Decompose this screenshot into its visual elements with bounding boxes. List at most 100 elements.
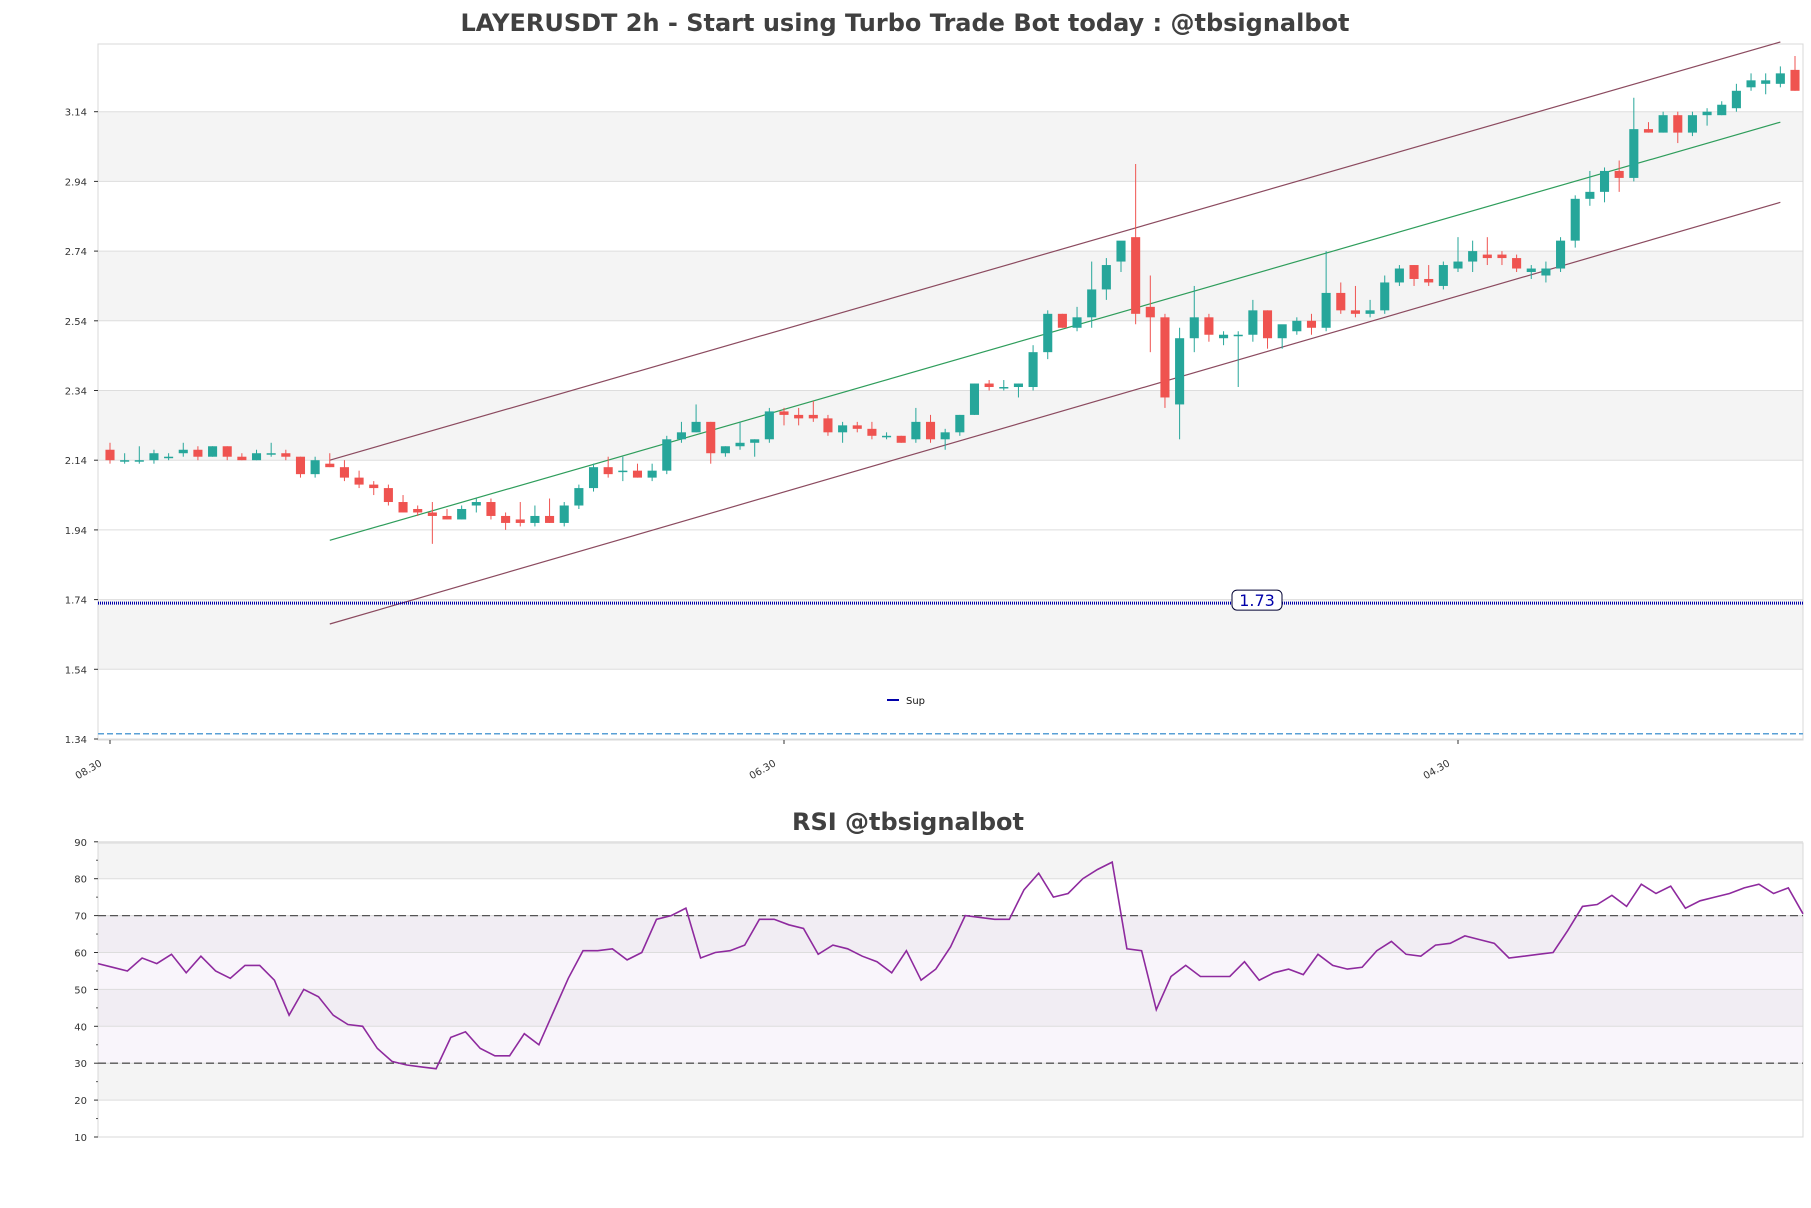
rsi-band-1 [98, 989, 1803, 1027]
candle-body [1131, 237, 1141, 314]
candle [471, 498, 481, 513]
candle-body [1057, 313, 1067, 328]
candle [178, 442, 188, 457]
candle [764, 407, 774, 443]
candle-body [559, 505, 569, 523]
candle [882, 432, 892, 440]
candle [1189, 285, 1199, 353]
candle-body [266, 453, 276, 455]
candle-body [486, 502, 496, 516]
candle [735, 421, 745, 450]
candle [1365, 299, 1375, 318]
candle [281, 449, 291, 461]
candle [486, 498, 496, 520]
candle-body [1277, 324, 1287, 339]
candle-body [1556, 240, 1566, 269]
price-ytick-label: 2.54 [65, 317, 87, 328]
candle-body [794, 414, 804, 419]
candle-body [1526, 268, 1536, 273]
candle-body [867, 428, 877, 436]
rsi-ytick-label: 10 [74, 1133, 87, 1144]
candle-body [427, 512, 437, 516]
support-line [98, 601, 1803, 735]
candle-body [1248, 310, 1258, 335]
candle-body [178, 449, 188, 454]
candle [823, 414, 833, 436]
candle [911, 407, 921, 443]
candle-body [691, 421, 701, 433]
candle-body [1438, 265, 1448, 286]
candle [545, 498, 555, 523]
candle [1262, 310, 1273, 349]
candle [1658, 111, 1668, 133]
candle [794, 407, 804, 426]
candle-body [1292, 320, 1302, 332]
candle [1013, 383, 1023, 398]
candle-body [1497, 254, 1507, 259]
candle [1116, 240, 1126, 273]
rsi-plot-frame [97, 842, 1804, 1138]
candle [1629, 97, 1639, 182]
candle-body [1028, 352, 1038, 388]
candle [1131, 163, 1141, 325]
candle-body [735, 442, 745, 447]
candle [1585, 170, 1595, 206]
candle-body [515, 519, 525, 523]
candle-body [574, 488, 584, 506]
candle-body [105, 449, 115, 461]
candle [501, 512, 511, 530]
price-xtick-label: 04.30 [1422, 758, 1452, 782]
candle-body [1424, 278, 1434, 283]
candle-body [896, 435, 906, 443]
candle [867, 421, 877, 440]
candle-body [1350, 310, 1360, 314]
price-chart-title: LAYERUSDT 2h - Start using Turbo Trade B… [461, 9, 1350, 37]
candle-body [1380, 282, 1390, 311]
candle [999, 380, 1009, 391]
candle-body [999, 387, 1009, 389]
candle-body [1306, 320, 1317, 328]
candle [1497, 251, 1507, 266]
candle [1673, 111, 1683, 144]
candle-body [237, 456, 247, 461]
candle-body [1643, 129, 1654, 133]
candle-body [1790, 69, 1800, 91]
candle-body [442, 515, 452, 520]
candle [1292, 317, 1302, 335]
candle [1306, 313, 1317, 335]
candle [1570, 195, 1580, 248]
candle [1599, 167, 1610, 203]
rsi-ytick-label: 50 [74, 985, 87, 996]
candle-body [764, 411, 774, 440]
candle [237, 453, 247, 461]
candle [588, 463, 599, 492]
candle [984, 380, 994, 391]
price-band-1 [98, 390, 1803, 461]
candle-body [720, 446, 730, 454]
candle [896, 435, 906, 443]
candle-body [838, 425, 848, 433]
candle [574, 484, 584, 509]
candle [149, 449, 159, 464]
price-grid-bands [97, 43, 1804, 741]
candle [1453, 237, 1463, 273]
candle-body [1409, 265, 1419, 279]
candle-body [1599, 170, 1610, 192]
candle [1790, 55, 1800, 91]
candle-body [1189, 317, 1199, 339]
candle [969, 383, 980, 415]
candle [1556, 237, 1566, 273]
candle-body [530, 515, 540, 523]
candle-body [251, 453, 262, 461]
candle [1409, 265, 1419, 286]
candle [413, 505, 423, 516]
price-xtick-label: 06.30 [748, 758, 778, 782]
candle [134, 446, 144, 464]
candle-body [1585, 191, 1595, 199]
candle-body [779, 411, 789, 415]
candle-body [706, 421, 716, 454]
price-xtick-label: 08.30 [74, 758, 104, 782]
rsi-ytick-label: 20 [74, 1096, 87, 1107]
candle [603, 456, 613, 478]
